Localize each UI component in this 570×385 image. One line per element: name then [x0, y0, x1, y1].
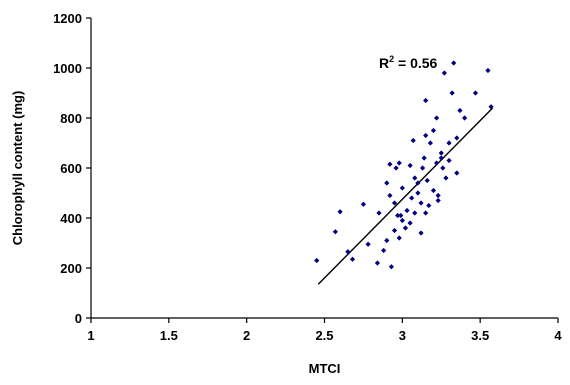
data-point	[415, 190, 421, 196]
y-tick-label: 0	[75, 311, 82, 326]
x-tick-label: 1.5	[160, 328, 178, 343]
data-point	[349, 256, 356, 262]
data-point	[360, 201, 367, 207]
data-point	[485, 67, 491, 74]
ticks: 1 1.5 2 2.5 3 3.5 4 0 200 400 600 800 1000 1200	[53, 11, 562, 343]
data-point	[443, 175, 449, 181]
data-point	[419, 165, 426, 171]
data-point	[424, 177, 430, 184]
data-point	[407, 220, 413, 226]
trendline	[317, 107, 494, 285]
data-point	[438, 155, 444, 161]
data-point	[396, 235, 402, 241]
data-point	[454, 135, 460, 141]
data-point	[454, 170, 460, 176]
data-point	[376, 210, 382, 216]
data-point	[430, 187, 437, 194]
data-point	[395, 212, 401, 219]
data-point	[402, 225, 409, 231]
data-point	[412, 210, 418, 216]
data-point	[423, 132, 429, 139]
y-tick-label: 600	[60, 161, 82, 176]
data-point	[337, 209, 343, 215]
data-point	[388, 264, 395, 270]
data-point	[384, 180, 390, 186]
x-tick-label: 3.5	[471, 328, 489, 343]
data-point	[440, 165, 446, 171]
data-point	[462, 115, 468, 121]
data-point	[423, 97, 429, 104]
data-point	[391, 200, 398, 206]
data-point	[415, 180, 421, 186]
data-points	[314, 60, 494, 270]
data-point	[435, 192, 441, 199]
r-squared-base: R	[379, 55, 389, 71]
data-point	[332, 229, 338, 235]
data-point	[427, 140, 433, 146]
x-tick-label: 1	[87, 328, 94, 343]
x-tick-label: 2.5	[315, 328, 333, 343]
data-point	[418, 230, 424, 236]
data-point	[381, 247, 387, 254]
y-tick-label: 1200	[53, 11, 82, 26]
r-squared-superscript: 2	[389, 54, 394, 64]
data-point	[387, 192, 393, 199]
y-tick-label: 400	[60, 211, 82, 226]
r-squared-annotation: R2 = 0.56	[379, 54, 438, 71]
data-point	[404, 207, 410, 214]
y-tick-label: 800	[60, 111, 82, 126]
data-point	[399, 217, 405, 224]
data-point	[472, 90, 479, 96]
data-point	[409, 195, 415, 201]
data-point	[410, 137, 416, 144]
data-point	[423, 210, 429, 216]
data-point	[345, 249, 351, 255]
y-tick-label: 200	[60, 261, 82, 276]
data-point	[438, 150, 444, 156]
trendline-group	[317, 107, 494, 285]
y-tick-label: 1000	[53, 61, 82, 76]
data-point	[314, 257, 320, 264]
data-point	[435, 197, 441, 204]
data-point	[418, 200, 424, 206]
data-point	[421, 155, 427, 161]
data-point	[446, 140, 452, 146]
data-point	[365, 241, 371, 247]
axes	[90, 18, 558, 319]
data-point	[426, 202, 432, 209]
data-point	[393, 165, 399, 171]
data-point	[433, 160, 440, 166]
data-point	[387, 161, 393, 167]
x-tick-label: 2	[243, 328, 250, 343]
data-point	[407, 162, 413, 169]
data-point	[412, 175, 418, 181]
data-point	[433, 115, 440, 121]
data-point	[488, 104, 494, 110]
data-point	[374, 260, 381, 266]
data-point	[398, 212, 404, 219]
data-point	[384, 237, 390, 244]
data-point	[399, 185, 405, 191]
data-point	[446, 157, 452, 164]
r-squared-value: = 0.56	[394, 55, 437, 71]
data-point	[457, 107, 463, 114]
x-tick-label: 3	[399, 328, 406, 343]
data-point	[391, 227, 398, 234]
x-tick-label: 4	[554, 328, 562, 343]
data-point	[396, 160, 402, 166]
x-axis-title: MTCI	[309, 361, 341, 376]
data-point	[449, 90, 455, 96]
y-axis-title: Chlorophyll content (mg)	[10, 91, 25, 246]
data-point	[451, 60, 457, 66]
data-point	[430, 127, 437, 134]
data-point	[441, 70, 447, 76]
